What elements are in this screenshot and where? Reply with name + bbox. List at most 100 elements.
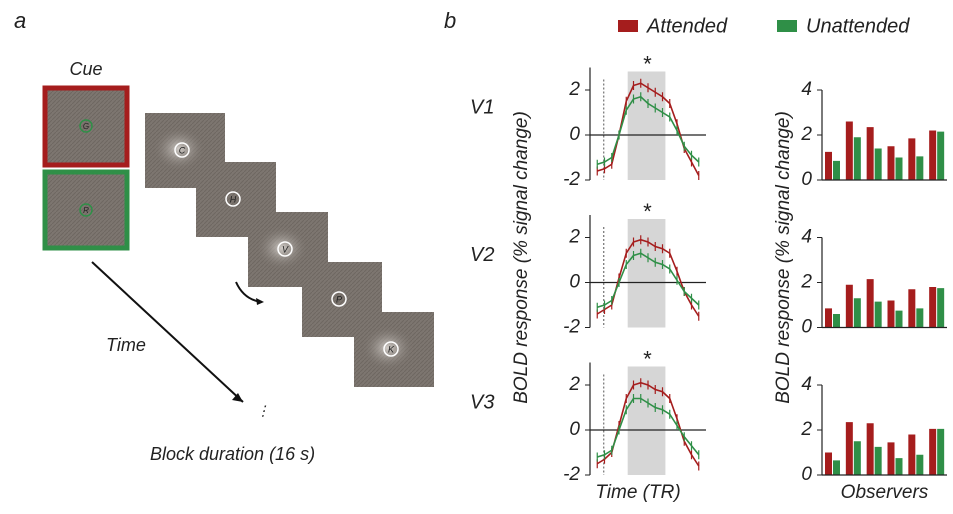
letter-ring [225, 191, 241, 207]
y-tick-label: 2 [568, 227, 580, 248]
y-tick-label: 0 [569, 272, 580, 293]
y-axis-label: BOLD response (% signal change) [511, 111, 532, 404]
y-axis-label: BOLD response (% signal change) [773, 111, 794, 404]
legend-swatch [777, 20, 797, 32]
y-tick-label: 2 [800, 124, 812, 145]
bar [845, 422, 853, 475]
y-tick-label: 4 [801, 227, 812, 248]
line [597, 252, 700, 309]
bar [853, 298, 861, 328]
y-tick-label: 2 [568, 374, 580, 395]
row-label: V3 [470, 391, 494, 413]
bar [833, 160, 840, 180]
legend-label: Attended [646, 15, 728, 37]
stimulus-letter: K [388, 344, 395, 354]
letter-ring [174, 142, 190, 158]
charts: -2 0 2 * V1 -2 0 2 * V2 BOLD response (% signal ch… [470, 51, 947, 503]
y-tick-label: 0 [801, 169, 812, 190]
bar [929, 428, 937, 475]
bar [887, 442, 895, 475]
bar [916, 156, 924, 180]
stimulus-letter: P [336, 294, 342, 304]
bar [825, 151, 832, 180]
bar [916, 454, 924, 475]
x-axis-label: Time (TR) [595, 482, 680, 503]
time-arrow [91, 261, 244, 403]
y-tick-label: 2 [800, 272, 812, 293]
bar [887, 300, 895, 328]
y-tick-label: -2 [563, 464, 580, 485]
annotation: * [642, 51, 652, 76]
annotation: * [642, 199, 652, 224]
cue-green: R [42, 169, 130, 251]
line [597, 95, 700, 166]
bar [895, 157, 903, 180]
stimulus-sequence: C H V P K [145, 113, 434, 387]
gabor [362, 326, 414, 370]
letter-ring [383, 341, 399, 357]
stimulus-period [627, 219, 666, 328]
bar [866, 127, 874, 180]
legend-label: Unattended [806, 15, 910, 37]
bar [853, 441, 861, 475]
y-tick-label: 4 [801, 374, 812, 395]
annotation: * [642, 346, 652, 371]
bar [937, 428, 945, 475]
bar [874, 301, 882, 328]
arrow-head [256, 298, 264, 305]
stimulus-letter: V [282, 244, 289, 254]
bar [937, 131, 945, 180]
bar [937, 288, 945, 328]
y-tick-label: -2 [563, 169, 580, 190]
cue-red: G [42, 85, 130, 168]
bar [825, 308, 832, 328]
line [597, 397, 700, 458]
cue-letter: R [83, 206, 89, 215]
bar [845, 284, 853, 328]
legend-swatch [618, 20, 638, 32]
stimulus-letter: C [179, 145, 186, 155]
y-tick-label: 0 [801, 317, 812, 338]
y-tick-label: 4 [801, 79, 812, 100]
y-tick-label: -2 [563, 317, 580, 338]
gabor [153, 127, 205, 171]
bar [895, 310, 903, 328]
panel-label: b [444, 8, 456, 33]
time-label: Time [106, 335, 146, 355]
bar [916, 308, 924, 328]
bar [908, 138, 916, 180]
bar [908, 289, 916, 328]
ellipsis: ⋮ [256, 403, 270, 419]
y-tick-label: 0 [569, 124, 580, 145]
bar [825, 452, 832, 475]
row-label: V2 [470, 244, 494, 266]
bar [866, 279, 874, 328]
bar [908, 434, 916, 475]
x-axis-label: Observers [841, 482, 929, 503]
legend: Attended Unattended [618, 15, 910, 37]
y-tick-label: 0 [569, 419, 580, 440]
bar [929, 130, 937, 180]
bar [874, 148, 882, 180]
arrow-head [232, 393, 243, 402]
bar [853, 137, 861, 180]
bar [833, 314, 840, 328]
bar [895, 458, 903, 475]
y-tick-label: 2 [800, 419, 812, 440]
bar [887, 146, 895, 180]
letter-ring [277, 241, 293, 257]
cue-label: Cue [69, 59, 102, 79]
y-tick-label: 2 [568, 79, 580, 100]
cue-letter: G [83, 122, 89, 131]
block-duration: Block duration (16 s) [150, 444, 315, 464]
stimulus-letter: H [230, 194, 237, 204]
row-label: V1 [470, 96, 494, 118]
panel-label: a [14, 8, 26, 33]
bar [845, 121, 853, 180]
bar [833, 460, 840, 475]
bar [929, 287, 937, 328]
gabor [256, 226, 308, 270]
bar [874, 446, 882, 475]
y-tick-label: 0 [801, 464, 812, 485]
